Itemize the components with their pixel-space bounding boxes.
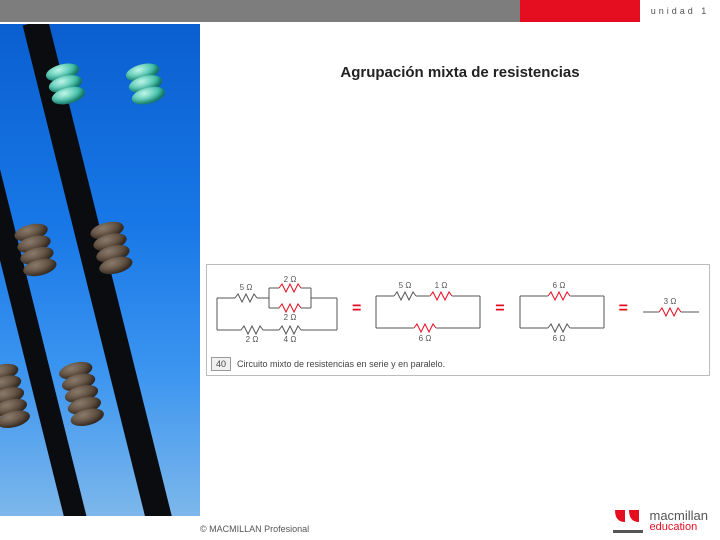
r-label: 2 Ω xyxy=(284,313,297,322)
header-red-block xyxy=(520,0,640,22)
stage-1: 5 Ω 2 Ω 2 Ω 2 Ω 4 Ω xyxy=(213,270,341,348)
r-label: 2 Ω xyxy=(284,275,297,284)
equals-icon: = xyxy=(491,300,508,318)
brand-text: macmillan education xyxy=(649,509,708,533)
r-label: 5 Ω xyxy=(240,283,253,292)
brand-sub: education xyxy=(649,522,708,533)
header-bar: unidad 1 xyxy=(0,0,720,22)
insulator-stack xyxy=(124,60,166,103)
sidebar-photo xyxy=(0,24,200,516)
equals-icon: = xyxy=(615,300,632,318)
equals-icon: = xyxy=(348,300,365,318)
figure-number: 40 xyxy=(211,357,231,371)
r-label: 6 Ω xyxy=(552,334,565,343)
r-label: 6 Ω xyxy=(552,281,565,290)
insulator-stack xyxy=(57,359,105,425)
r-label: 1 Ω xyxy=(435,281,448,290)
r-label: 5 Ω xyxy=(399,281,412,290)
content-area: Agrupación mixta de resistencias xyxy=(200,24,720,516)
unit-label: unidad 1 xyxy=(640,0,720,22)
circuit-diagram: 5 Ω 2 Ω 2 Ω 2 Ω 4 Ω = xyxy=(206,264,710,376)
insulator-stack xyxy=(44,60,86,103)
stage-2: 5 Ω 1 Ω 6 Ω xyxy=(372,270,484,348)
header-gray-block xyxy=(0,0,520,22)
r-label: 4 Ω xyxy=(284,335,297,344)
r-label: 2 Ω xyxy=(246,335,259,344)
slide-title: Agrupación mixta de resistencias xyxy=(200,64,720,81)
stage-3: 6 Ω 6 Ω xyxy=(516,270,608,348)
brand-logo: macmillan education xyxy=(613,508,708,534)
r-label: 6 Ω xyxy=(419,334,432,343)
r-label: 3 Ω xyxy=(664,297,677,306)
figure-caption: Circuito mixto de resistencias en serie … xyxy=(237,359,445,369)
insulator-stack xyxy=(0,361,31,427)
logo-mark-icon xyxy=(613,508,643,534)
stage-4: 3 Ω xyxy=(639,270,703,348)
copyright: © MACMILLAN Profesional xyxy=(200,524,309,534)
